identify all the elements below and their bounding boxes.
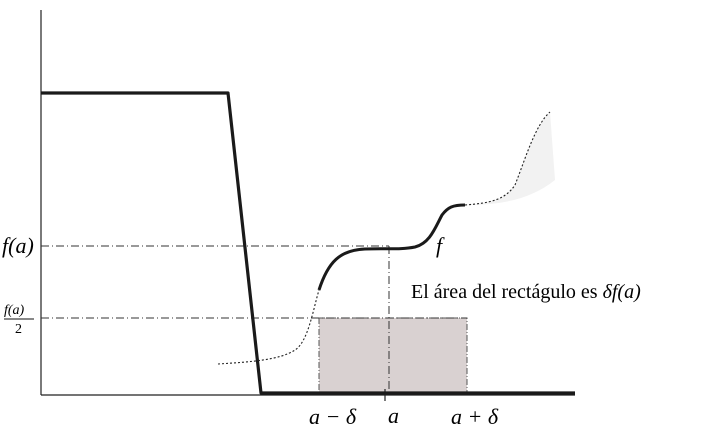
label-a-plus-delta: a + δ [451,404,499,429]
f-dotted-right [464,111,551,206]
f-solid-curve [317,203,466,291]
label-half-numerator: f(a) [4,303,25,318]
caption-text: El área del rectágulo es [411,281,603,303]
label-a: a [388,403,399,428]
label-f-of-a: f(a) [2,233,34,258]
label-a-minus-delta: a − δ [309,404,357,429]
area-rectangle [318,317,468,394]
caption: El área del rectágulo es δf(a) [411,281,641,303]
step-function-curve [41,91,575,395]
f-dotted-left [217,289,320,365]
caption-math: δf(a) [603,281,642,303]
label-half-denominator: 2 [15,322,22,337]
label-f: f [436,233,445,258]
curve-shading [465,112,555,205]
